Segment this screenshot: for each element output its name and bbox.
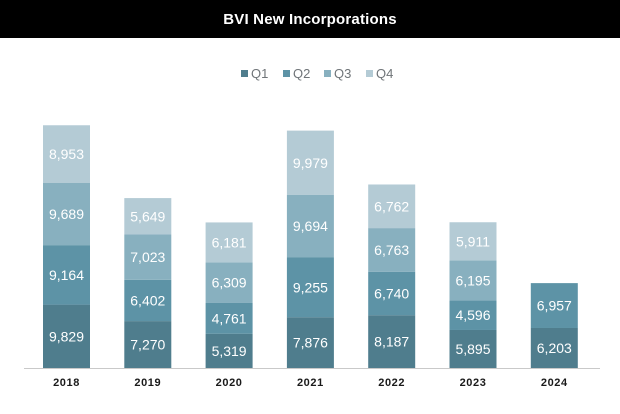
data-label-2020-q3: 6,309 [212, 275, 247, 291]
bar-2021-q1 [286, 317, 334, 368]
bar-2019-q4 [124, 198, 172, 235]
data-label-2023-q1: 5,895 [455, 341, 490, 357]
data-label-2023-q2: 4,596 [455, 307, 490, 323]
data-label-2018-q3: 9,689 [49, 206, 84, 222]
data-label-2019-q2: 6,402 [130, 292, 165, 308]
data-label-2018-q1: 9,829 [49, 328, 84, 344]
data-label-2021-q3: 9,694 [293, 218, 328, 234]
data-label-2022-q3: 6,763 [374, 242, 409, 258]
data-label-2019-q3: 7,023 [130, 249, 165, 265]
legend-swatch-q4 [366, 70, 373, 77]
data-label-2020-q4: 6,181 [212, 234, 247, 250]
x-tick-2022: 2022 [378, 377, 405, 389]
bar-2023-q4 [449, 222, 497, 261]
legend-swatch-q2 [283, 70, 290, 77]
legend-swatch-q1 [241, 70, 248, 77]
bar-2022-q4 [368, 184, 416, 229]
bar-2024-q2 [530, 283, 578, 328]
data-label-2022-q2: 6,740 [374, 285, 409, 301]
legend-label-q1: Q1 [251, 66, 268, 81]
data-labels: 9,829 9,164 9,689 8,953 7,270 6,402 7,023 5,649… [49, 146, 572, 359]
x-tick-2019: 2019 [134, 377, 161, 389]
x-tick-2023: 2023 [460, 377, 487, 389]
x-tick-2021: 2021 [297, 377, 324, 389]
bar-2020-q1 [205, 333, 253, 368]
legend-label-q2: Q2 [293, 66, 310, 81]
data-label-2023-q3: 6,195 [455, 272, 490, 288]
data-label-2021-q4: 9,979 [293, 155, 328, 171]
data-label-2020-q1: 5,319 [212, 343, 247, 359]
bar-2020-q2 [205, 302, 253, 334]
data-label-2022-q1: 8,187 [374, 334, 409, 350]
bar-2019-q1 [124, 321, 172, 368]
bar-2022-q1 [368, 315, 416, 368]
data-label-2021-q1: 7,876 [293, 335, 328, 351]
bar-2021-q3 [286, 194, 334, 258]
legend-label-q4: Q4 [376, 66, 393, 81]
bar-2024-q1 [530, 327, 578, 368]
data-label-2023-q4: 5,911 [456, 233, 490, 249]
bar-2022-q2 [368, 271, 416, 316]
chart-title: BVI New Incorporations [223, 10, 397, 28]
stacked-bar-chart: Q1 Q2 Q3 Q4 9,829 9,164 9,689 8,953 7,270 6,402 7… [24, 66, 600, 389]
bar-2021-q2 [286, 257, 334, 318]
data-label-2019-q1: 7,270 [130, 337, 165, 353]
bar-2021-q4 [286, 130, 334, 195]
bar-2018-q3 [43, 183, 90, 246]
legend-label-q3: Q3 [334, 66, 351, 81]
legend-swatch-q3 [324, 70, 331, 77]
x-tick-2018: 2018 [53, 377, 80, 389]
legend: Q1 Q2 Q3 Q4 [241, 66, 393, 81]
chart-header: BVI New Incorporations [0, 0, 620, 38]
data-label-2024-q1: 6,203 [537, 340, 572, 356]
bar-2020-q4 [205, 222, 253, 263]
bar-2018-q2 [43, 245, 90, 305]
bar-2020-q3 [205, 262, 253, 303]
bar-2023-q1 [449, 329, 497, 368]
data-label-2022-q4: 6,762 [374, 198, 409, 214]
bar-2019-q2 [124, 279, 172, 322]
data-label-2020-q2: 4,761 [212, 310, 247, 326]
bar-2023-q3 [449, 260, 497, 301]
bar-2018-q4 [43, 125, 90, 184]
data-label-2018-q2: 9,164 [49, 267, 84, 283]
bar-2022-q3 [368, 228, 416, 272]
data-label-2021-q2: 9,255 [293, 279, 328, 295]
bar-2019-q3 [124, 234, 172, 280]
data-label-2019-q4: 5,649 [130, 208, 165, 224]
x-axis: 2018 2019 2020 2021 2022 2023 2024 [24, 368, 600, 389]
bar-2023-q2 [449, 300, 497, 330]
bars [43, 125, 578, 368]
x-tick-2024: 2024 [541, 377, 568, 389]
data-label-2024-q2: 6,957 [537, 298, 572, 314]
bar-2018-q1 [43, 304, 90, 368]
data-label-2018-q4: 8,953 [49, 146, 84, 162]
x-tick-2020: 2020 [216, 377, 243, 389]
